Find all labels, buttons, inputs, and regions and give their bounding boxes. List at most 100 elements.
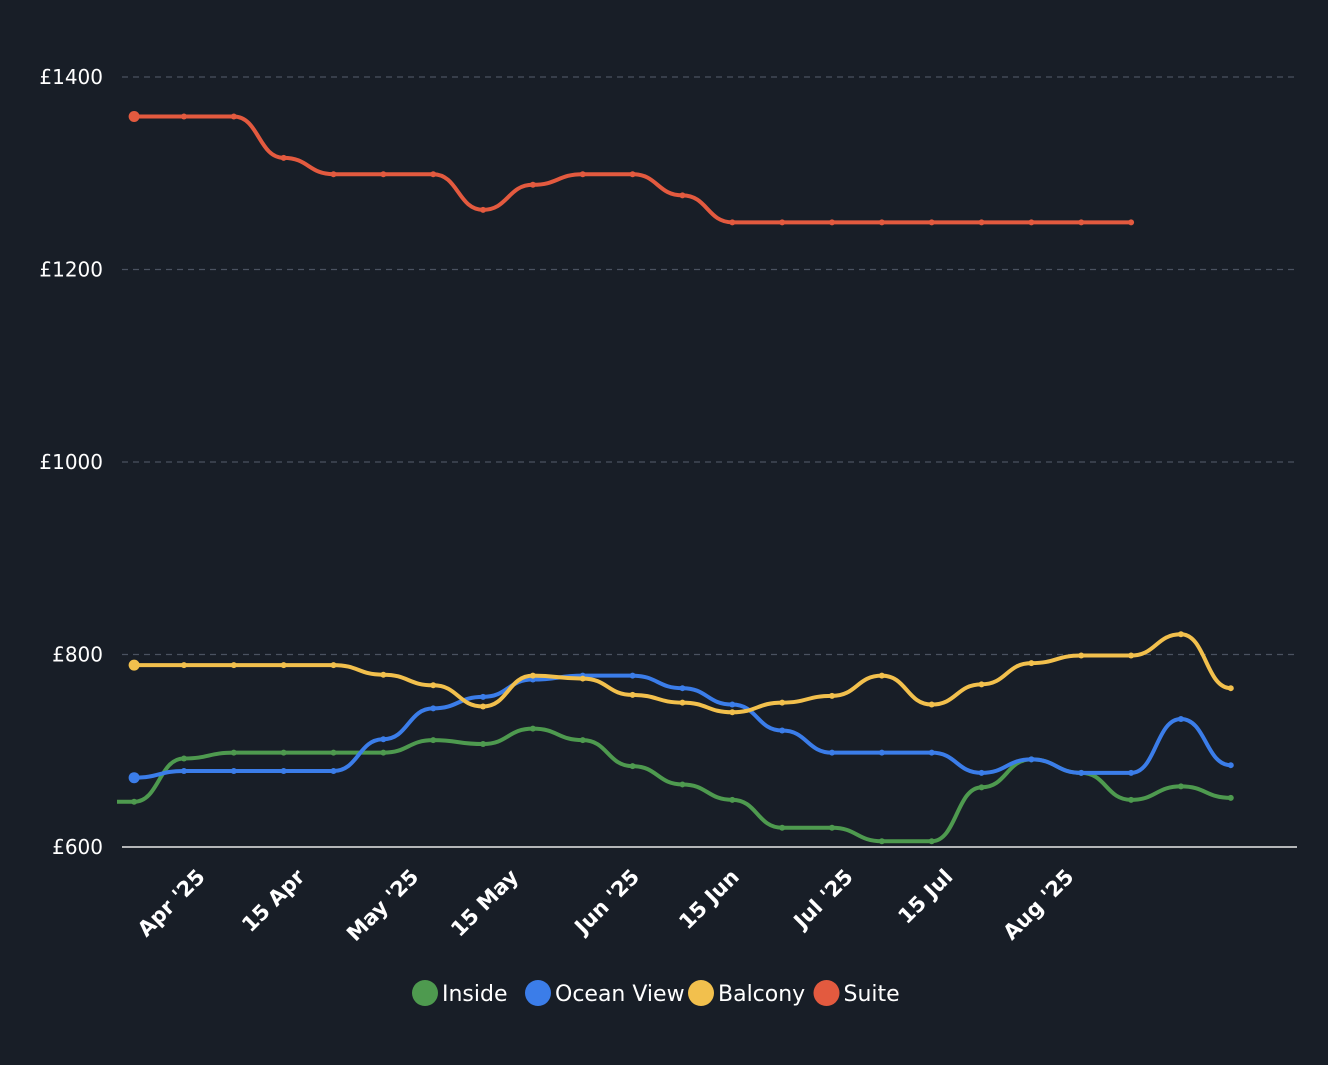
data-point[interactable] (779, 219, 786, 226)
data-point[interactable] (978, 784, 985, 791)
data-point[interactable] (180, 662, 187, 669)
data-point[interactable] (878, 749, 885, 756)
data-point[interactable] (430, 705, 437, 712)
data-point[interactable] (679, 192, 686, 199)
data-point[interactable] (1128, 219, 1135, 226)
data-point[interactable] (430, 682, 437, 689)
data-point[interactable] (1078, 769, 1085, 776)
data-point[interactable] (280, 662, 287, 669)
data-point[interactable] (230, 662, 237, 669)
data-point[interactable] (928, 749, 935, 756)
data-point[interactable] (529, 725, 536, 732)
data-point[interactable] (1177, 631, 1184, 638)
data-point[interactable] (128, 659, 140, 671)
data-point[interactable] (529, 181, 536, 188)
data-point[interactable] (380, 171, 387, 178)
data-point[interactable] (280, 749, 287, 756)
data-point[interactable] (978, 681, 985, 688)
data-point[interactable] (1028, 756, 1035, 763)
y-tick-label: £1000 (39, 450, 103, 474)
data-point[interactable] (779, 699, 786, 706)
data-point[interactable] (629, 672, 636, 679)
data-point[interactable] (729, 219, 736, 226)
data-point[interactable] (878, 838, 885, 845)
data-point[interactable] (679, 699, 686, 706)
data-point[interactable] (529, 672, 536, 679)
data-point[interactable] (330, 767, 337, 774)
data-point[interactable] (230, 113, 237, 120)
data-point[interactable] (779, 727, 786, 734)
series-line-balcony (132, 632, 1233, 715)
data-point[interactable] (829, 219, 835, 226)
data-point[interactable] (280, 767, 287, 774)
data-point[interactable] (1227, 762, 1234, 769)
data-point[interactable] (878, 672, 885, 679)
data-point[interactable] (629, 171, 636, 178)
x-tick-label: May '25 (342, 865, 423, 946)
data-point[interactable] (380, 671, 387, 678)
data-point[interactable] (380, 736, 387, 743)
data-point[interactable] (1128, 652, 1135, 659)
legend-item-suite[interactable]: Suite (813, 980, 900, 1007)
data-point[interactable] (1177, 715, 1184, 722)
data-point[interactable] (180, 755, 187, 762)
data-point[interactable] (928, 838, 935, 845)
data-point[interactable] (330, 171, 337, 178)
legend-item-inside[interactable]: Inside (412, 980, 508, 1007)
data-point[interactable] (629, 691, 636, 698)
data-point[interactable] (128, 110, 140, 122)
data-point[interactable] (928, 219, 935, 226)
data-point[interactable] (679, 781, 686, 788)
data-point[interactable] (180, 767, 187, 774)
data-point[interactable] (579, 675, 586, 682)
data-point[interactable] (1078, 652, 1085, 659)
legend-item-ocean-view[interactable]: Ocean View (525, 980, 685, 1007)
data-point[interactable] (729, 709, 736, 716)
data-point[interactable] (330, 662, 337, 669)
data-point[interactable] (480, 703, 487, 710)
data-point[interactable] (430, 171, 437, 178)
data-point[interactable] (1128, 769, 1135, 776)
data-point[interactable] (1078, 219, 1085, 226)
y-tick-label: £800 (52, 643, 103, 667)
data-point[interactable] (1028, 219, 1035, 226)
data-point[interactable] (330, 749, 337, 756)
data-point[interactable] (1177, 783, 1184, 790)
data-point[interactable] (480, 741, 487, 748)
data-point[interactable] (480, 693, 487, 700)
data-point[interactable] (180, 113, 187, 120)
data-point[interactable] (829, 749, 835, 756)
data-point[interactable] (1128, 796, 1135, 803)
data-point[interactable] (1028, 660, 1035, 667)
data-point[interactable] (729, 701, 736, 708)
data-point[interactable] (679, 685, 686, 692)
data-point[interactable] (280, 154, 287, 161)
legend-swatch (813, 980, 840, 1006)
data-point[interactable] (230, 749, 237, 756)
legend-item-balcony[interactable]: Balcony (688, 980, 805, 1007)
data-point[interactable] (779, 824, 786, 831)
x-tick-label: 15 Jun (674, 865, 743, 934)
legend-swatch (688, 980, 714, 1006)
data-point[interactable] (829, 692, 835, 699)
data-point[interactable] (878, 219, 885, 226)
data-point[interactable] (128, 772, 140, 784)
data-point[interactable] (230, 767, 237, 774)
data-point[interactable] (579, 737, 586, 744)
data-point[interactable] (480, 206, 487, 213)
data-point[interactable] (629, 763, 636, 770)
data-point[interactable] (1227, 685, 1234, 692)
x-tick-label: 15 Jul (893, 865, 957, 929)
data-point[interactable] (131, 798, 138, 805)
data-point[interactable] (729, 796, 736, 803)
data-point[interactable] (430, 737, 437, 744)
data-point[interactable] (829, 824, 835, 831)
data-point[interactable] (579, 171, 586, 178)
x-tick-label: 15 May (446, 864, 523, 941)
data-point[interactable] (978, 219, 985, 226)
data-point[interactable] (380, 749, 387, 756)
data-point[interactable] (978, 769, 985, 776)
data-point[interactable] (928, 701, 935, 708)
legend-label: Balcony (718, 982, 805, 1007)
data-point[interactable] (1227, 794, 1234, 801)
